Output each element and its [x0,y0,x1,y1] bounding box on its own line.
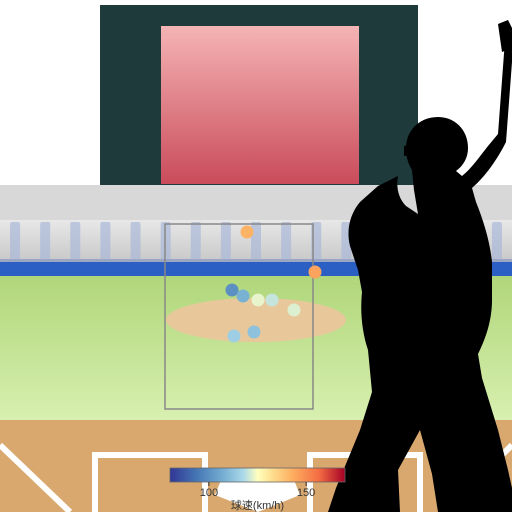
pitch-marker [266,294,279,307]
pitch-marker [228,330,241,343]
legend-label: 球速(km/h) [231,498,284,512]
pitch-marker [226,284,239,297]
pitch-marker [288,304,301,317]
svg-text:150: 150 [297,487,315,499]
pitch-marker [248,326,261,339]
svg-text:100: 100 [200,487,218,499]
scoreboard-screen [160,25,360,185]
pitch-marker [309,266,322,279]
pitch-marker [237,290,250,303]
pitch-marker [241,226,254,239]
pitch-marker [252,294,265,307]
pitch-chart: 100 150 球速(km/h) [0,0,512,512]
